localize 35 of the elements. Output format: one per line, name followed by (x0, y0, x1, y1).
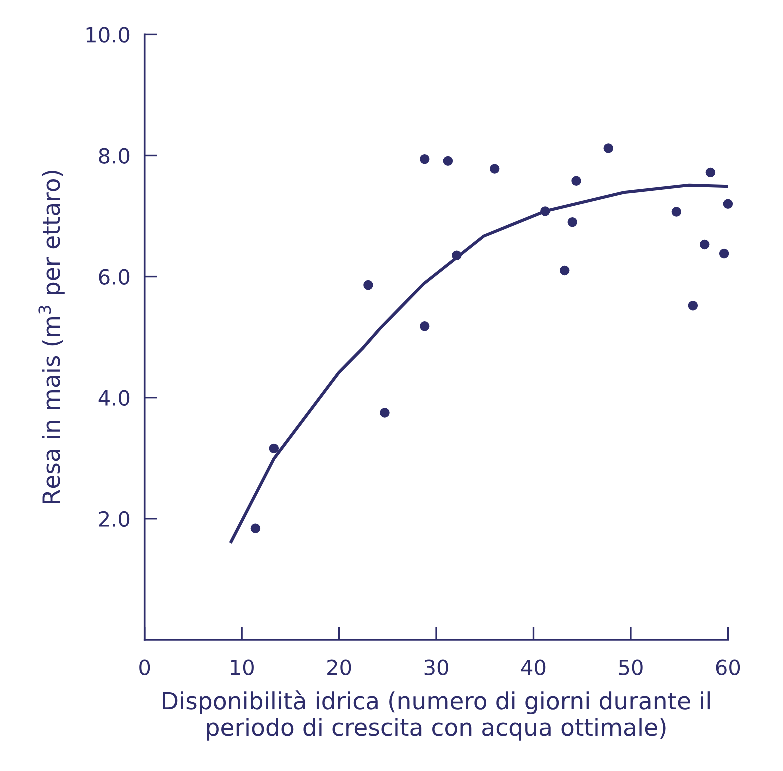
y-tick-label: 2.0 (99, 511, 130, 528)
x-tick-label: 60 (716, 660, 740, 676)
y-axis-title: Resa in mais (m$^{3}$ per ettaro) (38, 171, 65, 504)
x-tick-label: 10 (231, 660, 254, 676)
point (380, 408, 390, 418)
x-tick-label: 20 (328, 660, 352, 676)
point (452, 250, 462, 260)
point (706, 168, 716, 178)
point (250, 524, 261, 534)
point (560, 266, 570, 276)
point (604, 144, 614, 154)
point (568, 217, 578, 228)
y-tick-label: 6.0 (99, 269, 130, 285)
x-tick-label: 0 (140, 660, 150, 676)
y-tick-label: 8.0 (99, 148, 130, 164)
point (269, 444, 280, 454)
point (700, 240, 710, 250)
point (672, 207, 682, 217)
point (420, 154, 430, 164)
point (364, 280, 374, 290)
point (688, 300, 698, 311)
x-tick-label: 40 (522, 660, 546, 676)
line-series (230, 184, 728, 544)
x-axis-title: Disponibilità idrica (numero di giorni durante il periodo di crescita con acqua ottimale) (163, 690, 710, 741)
y-tick-label: 4.0 (98, 390, 130, 406)
point (420, 322, 430, 332)
point (490, 164, 500, 174)
point (443, 156, 454, 166)
point (572, 176, 582, 186)
point (719, 248, 730, 259)
x-tick-label: 30 (424, 660, 448, 676)
point (723, 199, 734, 210)
point (540, 206, 550, 216)
y-tick-label: 10.0 (86, 27, 130, 43)
x-tick-label: 50 (619, 660, 643, 676)
